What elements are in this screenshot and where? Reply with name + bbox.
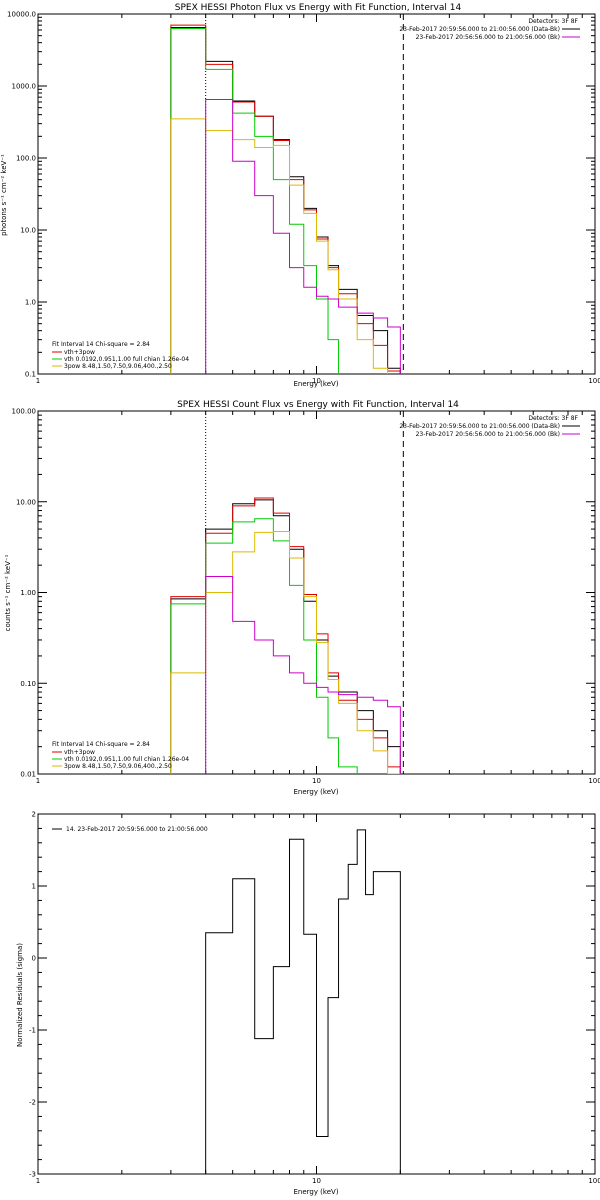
- photon-legend-data-entry: 23-Feb-2017 20:59:56.000 to 21:00:56.000…: [399, 26, 560, 33]
- residuals-axes: 1 10 100 -3 -2 -1 0 1 2: [29, 811, 600, 1186]
- count-legend-top: Detectors: 3F 8F 23-Feb-2017 20:59:56.00…: [399, 415, 580, 438]
- residuals-legend-label: 14. 23-Feb-2017 20:59:56.000 to 21:00:56…: [66, 826, 208, 833]
- p2-y-tick-label: 1: [32, 883, 36, 891]
- p0-y-tick-label: 1.0: [25, 299, 36, 307]
- residuals-series-group: [205, 829, 401, 1174]
- photon-legend-bk-entry: 23-Feb-2017 20:56:56.000 to 21:00:56.000…: [416, 34, 560, 41]
- residuals-panel: Energy (keV) Normalized Residuals (sigma…: [16, 811, 600, 1197]
- count-fit-vth-label: vth 0.0192,0.951,1.00 full chian 1.26e-0…: [64, 756, 189, 763]
- photon-y-axis-label: photons s⁻¹ cm⁻² keV⁻¹: [0, 154, 8, 236]
- count-vlines: [205, 411, 404, 774]
- p1-y-tick-label: 0.01: [20, 771, 36, 779]
- count-legend-bottom: Fit Interval 14 Chi-square = 2.84 vth+3p…: [52, 741, 189, 770]
- p1-series-3pow: [170, 531, 401, 774]
- count-flux-panel: SPEX HESSI Count Flux vs Energy with Fit…: [4, 400, 600, 796]
- p2-x-tick-label: 1: [36, 1177, 40, 1185]
- photon-axes: 1 10 100 0.1 1.0 10.0 100.0 1000.0 10000.0: [7, 11, 600, 386]
- p0-x-tick-label: 100: [588, 377, 600, 385]
- photon-chart-title: SPEX HESSI Photon Flux vs Energy with Fi…: [175, 3, 462, 13]
- p0-series-bk: [205, 98, 401, 374]
- p1-x-tick-label: 1: [36, 777, 40, 785]
- count-series-group: [170, 497, 401, 774]
- photon-legend-bottom: Fit Interval 14 Chi-square = 2.84 vth+3p…: [52, 341, 189, 370]
- photon-legend-top: Detectors: 3F 8F 23-Feb-2017 20:59:56.00…: [399, 18, 580, 41]
- p0-y-tick-label: 10.0: [20, 227, 36, 235]
- p1-x-tick-label: 100: [588, 777, 600, 785]
- p2-x-tick-label: 100: [588, 1177, 600, 1185]
- p0-y-tick-label: 1000.0: [12, 83, 37, 91]
- count-legend-detectors: Detectors: 3F 8F: [528, 415, 578, 422]
- count-legend-bk-entry: 23-Feb-2017 20:56:56.000 to 21:00:56.000…: [416, 431, 560, 438]
- residuals-x-axis-label: Energy (keV): [293, 1188, 338, 1196]
- p1-y-tick-label: 100.00: [12, 408, 37, 416]
- p2-x-tick-label: 10: [312, 1177, 321, 1185]
- p1-series-bk: [205, 576, 401, 774]
- p2-series-residuals: [205, 829, 401, 1174]
- count-fit-3pow-label: 3pow 8.48,1.50,7.50,9.06,400.,2.50: [64, 763, 172, 770]
- photon-x-axis-label: Energy (keV): [293, 380, 338, 388]
- p2-y-tick-label: -3: [29, 1171, 36, 1179]
- count-chart-title: SPEX HESSI Count Flux vs Energy with Fit…: [177, 400, 459, 410]
- p0-series-vth: [170, 27, 340, 374]
- p2-y-tick-label: -1: [29, 1027, 36, 1035]
- p1-x-tick-label: 10: [312, 777, 321, 785]
- p1-y-tick-label: 0.10: [20, 680, 36, 688]
- p1-y-tick-label: 10.00: [16, 498, 36, 506]
- count-axes: 1 10 100 0.01 0.10 1.00 10.00 100.00: [12, 408, 600, 786]
- count-x-axis-label: Energy (keV): [293, 788, 338, 796]
- photon-series-group: [170, 24, 401, 374]
- photon-fit-vth-label: vth 0.0192,0.951,1.00 full chian 1.26e-0…: [64, 356, 189, 363]
- p0-y-tick-label: 0.1: [25, 371, 36, 379]
- photon-fit-heading: Fit Interval 14 Chi-square = 2.84: [52, 341, 150, 348]
- count-fit-heading: Fit Interval 14 Chi-square = 2.84: [52, 741, 150, 748]
- p2-y-tick-label: 0: [32, 955, 36, 963]
- count-y-axis-label: counts s⁻¹ cm⁻² keV⁻¹: [4, 554, 12, 631]
- p1-plot-frame: [37, 410, 596, 775]
- p1-series-vth: [170, 518, 358, 774]
- p0-x-tick-label: 10: [312, 377, 321, 385]
- p0-plot-frame: [37, 13, 596, 375]
- photon-flux-panel: SPEX HESSI Photon Flux vs Energy with Fi…: [0, 3, 600, 388]
- p0-x-tick-label: 1: [36, 377, 40, 385]
- p0-y-tick-label: 10000.0: [7, 11, 36, 19]
- residuals-legend: 14. 23-Feb-2017 20:59:56.000 to 21:00:56…: [52, 826, 208, 833]
- count-fit-vthpow-label: vth+3pow: [64, 749, 95, 756]
- p0-y-tick-label: 100.0: [16, 155, 36, 163]
- photon-fit-vthpow-label: vth+3pow: [64, 349, 95, 356]
- p1-series-vth-3pow: [170, 497, 401, 774]
- p2-y-tick-label: -2: [29, 1099, 36, 1107]
- photon-fit-3pow-label: 3pow 8.48,1.50,7.50,9.06,400.,2.50: [64, 363, 172, 370]
- p1-y-tick-label: 1.00: [20, 589, 36, 597]
- photon-legend-detectors: Detectors: 3F 8F: [528, 18, 578, 25]
- residuals-y-axis-label: Normalized Residuals (sigma): [16, 943, 24, 1047]
- p2-y-tick-label: 2: [32, 811, 36, 819]
- count-legend-data-entry: 23-Feb-2017 20:59:56.000 to 21:00:56.000…: [399, 423, 560, 430]
